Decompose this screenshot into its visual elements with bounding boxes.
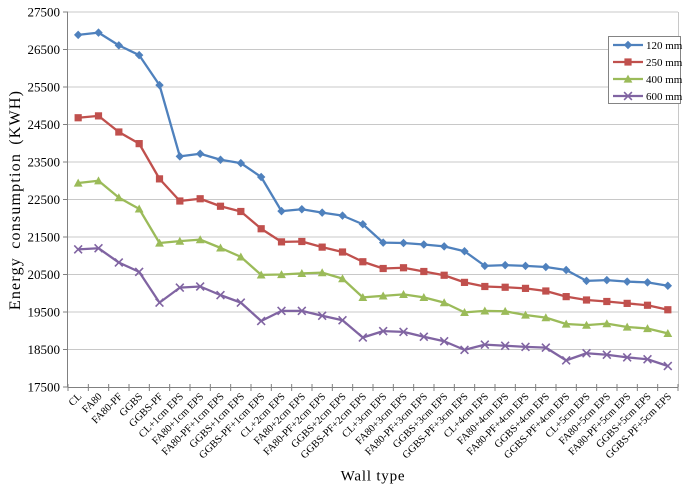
- legend-entry: 120 mm: [613, 40, 683, 52]
- axes: [63, 11, 679, 391]
- y-tick-label: 20500: [28, 267, 61, 282]
- y-tick-label: 25500: [28, 80, 61, 95]
- series-120-mm: [73, 28, 673, 290]
- y-axis-title: Energy consumption (KWH): [7, 89, 24, 311]
- legend: 120 mm 250 mm 400 mm 600 mm: [608, 36, 683, 104]
- legend-label: 400 mm: [646, 74, 683, 86]
- y-tick-label: 21500: [28, 230, 61, 245]
- y-tick-label: 22500: [28, 192, 61, 207]
- legend-label: 120 mm: [646, 40, 683, 52]
- y-tick-label: 24500: [28, 117, 61, 132]
- x-axis-title: Wall type: [340, 468, 406, 485]
- legend-label: 600 mm: [646, 91, 683, 103]
- legend-entry: 600 mm: [613, 91, 683, 103]
- series-250-mm: [74, 112, 672, 314]
- legend-label: 250 mm: [646, 57, 683, 69]
- series-400-mm: [73, 176, 673, 337]
- y-tick-label: 23500: [28, 155, 61, 170]
- y-tick-label: 27500: [28, 5, 61, 20]
- series-600-mm: [73, 243, 673, 371]
- y-tick-label: 18500: [28, 342, 61, 357]
- y-tick-labels: 17500 18500 19500 20500 21500 22500 23500 24500…: [28, 5, 61, 395]
- legend-entry: 400 mm: [613, 74, 683, 86]
- legend-entry: 250 mm: [613, 57, 683, 69]
- y-tick-label: 17500: [28, 380, 61, 395]
- y-tick-label: 26500: [28, 42, 61, 57]
- y-tick-label: 19500: [28, 305, 61, 320]
